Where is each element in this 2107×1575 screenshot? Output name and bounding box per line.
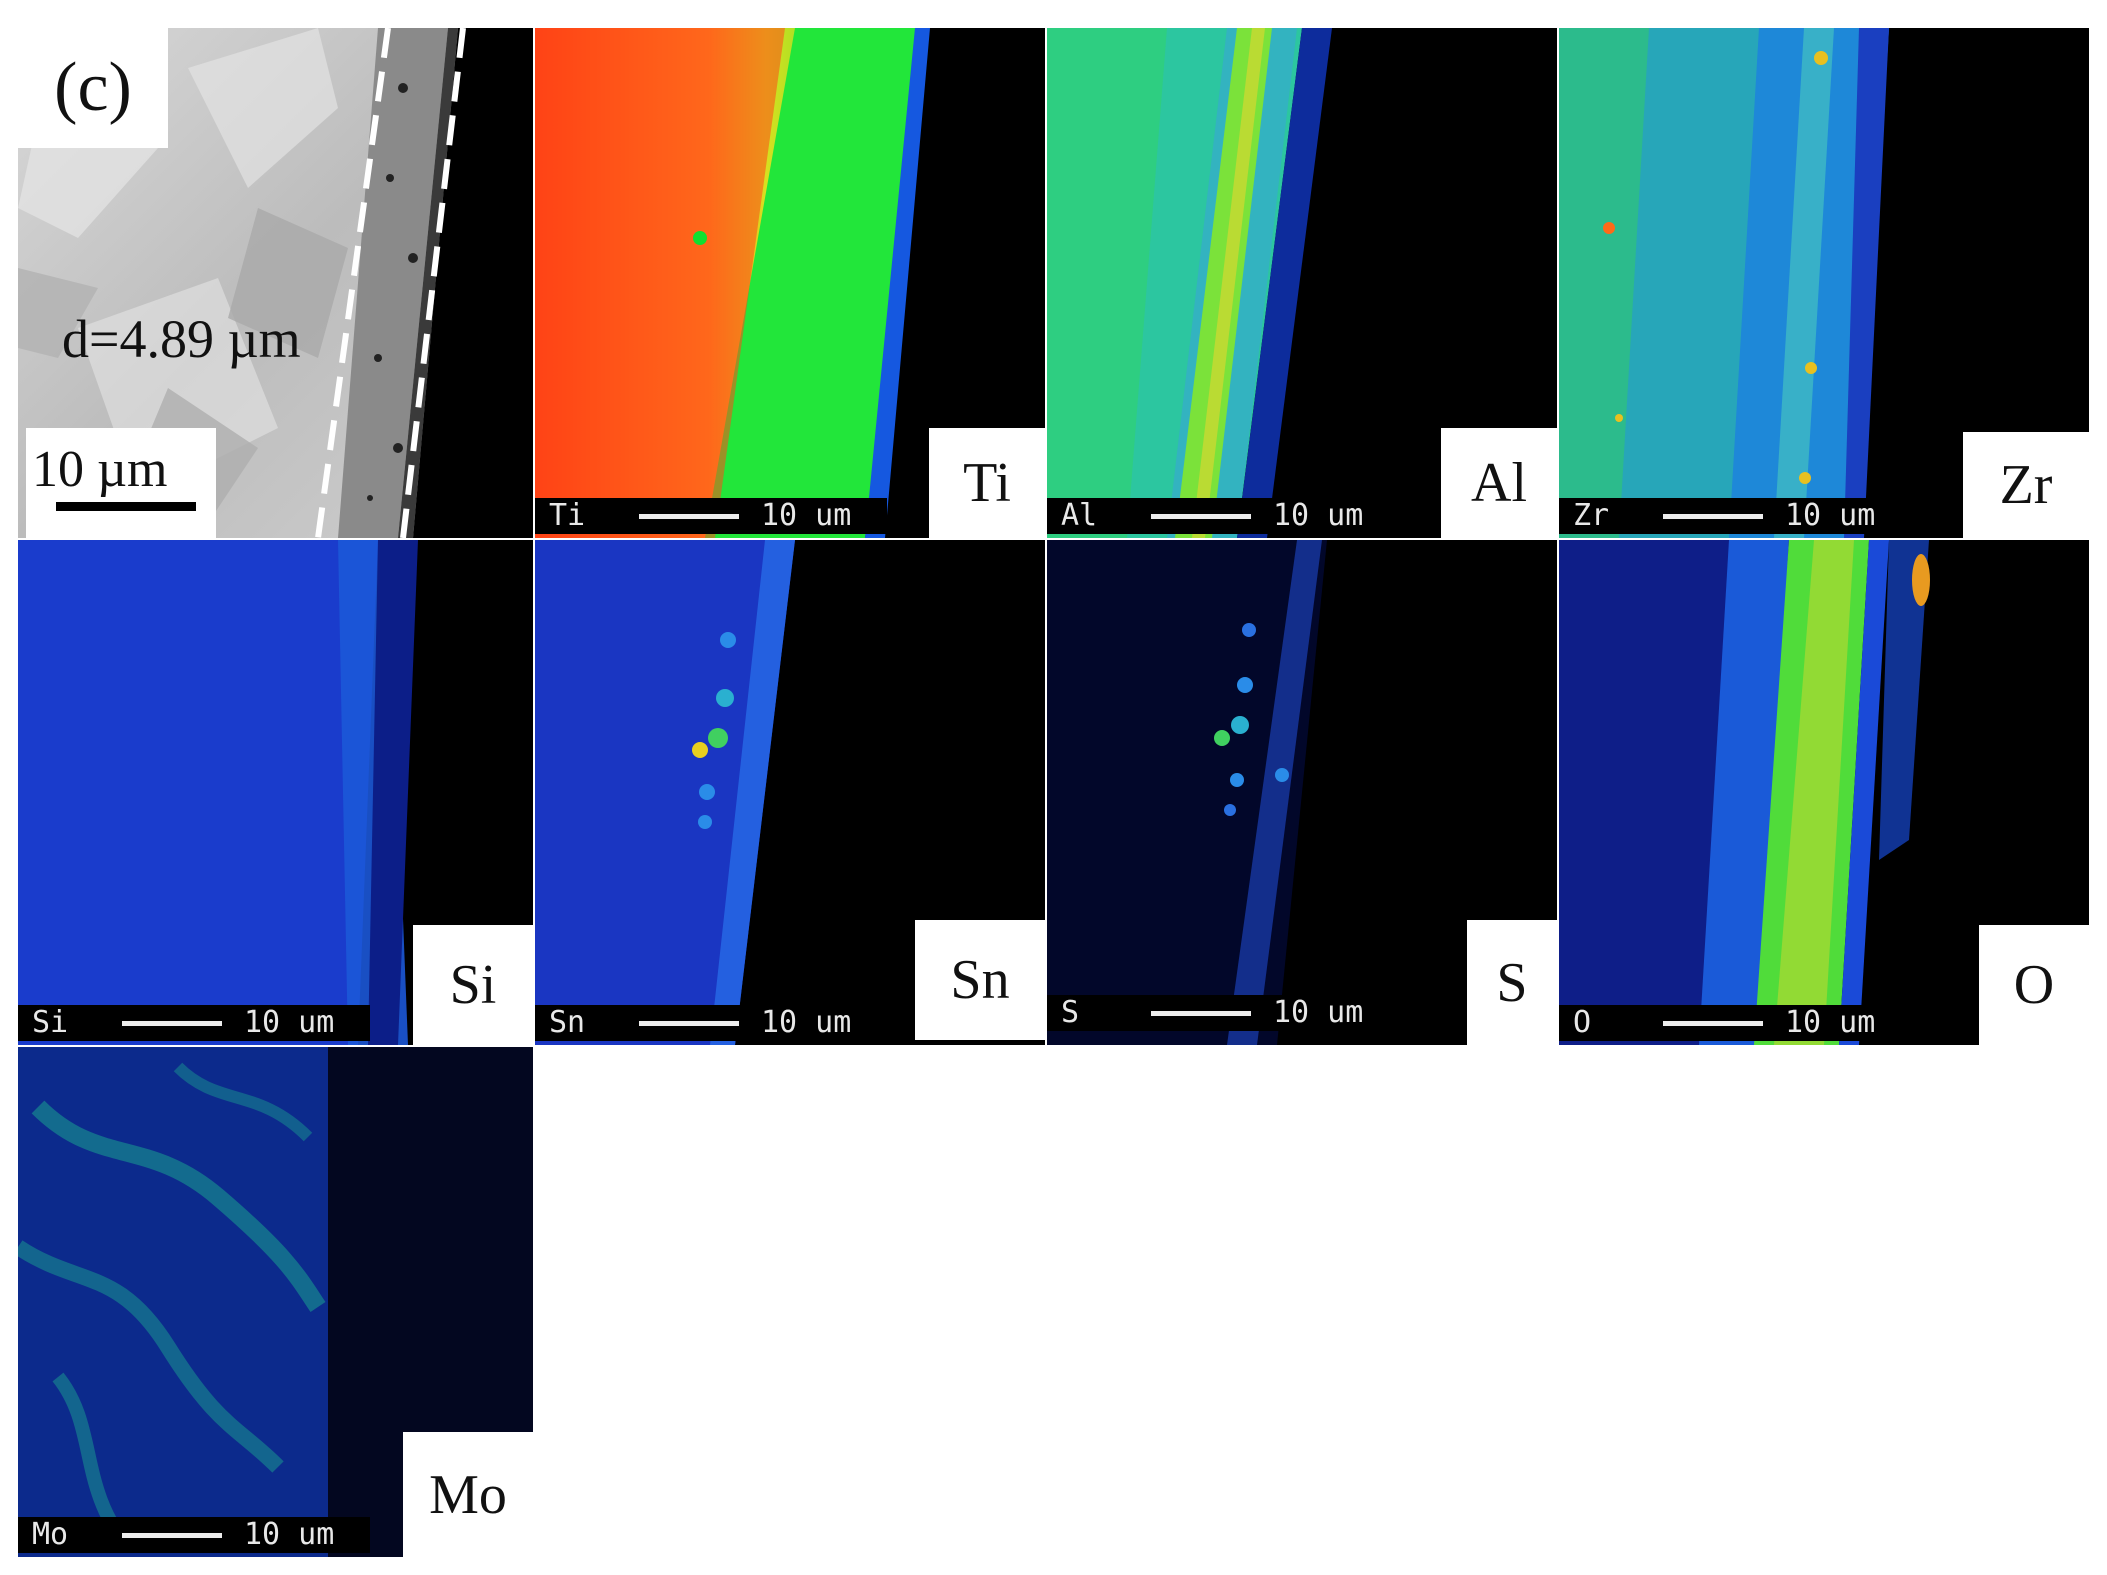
map-sn: Sn 10 um Sn (535, 540, 1045, 1045)
s-scale-bar: S 10 um (1047, 995, 1399, 1031)
thickness-label: d=4.89 µm (62, 309, 301, 369)
zr-bar-length: 10 um (1785, 498, 1876, 533)
mo-map-image (18, 1047, 533, 1557)
zr-bar-label: Zr (1573, 498, 1610, 533)
mo-bar-label: Mo (32, 1517, 69, 1552)
ti-element-label: Ti (929, 428, 1045, 538)
si-element-label: Si (413, 925, 533, 1045)
map-mo: Mo 10 um Mo (18, 1047, 533, 1557)
s-bar-length: 10 um (1273, 995, 1364, 1030)
ti-scale-bar: Ti 10 um (535, 498, 887, 534)
mo-scale-bar: Mo 10 um (18, 1517, 370, 1553)
zr-map-image (1559, 28, 2089, 538)
sn-scale-bar: Sn 10 um (535, 1005, 887, 1041)
map-o: O 10 um O (1559, 540, 2089, 1045)
sn-element-label: Sn (915, 920, 1045, 1040)
map-al: Al 10 um Al (1047, 28, 1557, 538)
al-bar-length: 10 um (1273, 498, 1364, 533)
si-bar-label: Si (32, 1005, 69, 1040)
s-element-label: S (1467, 920, 1557, 1045)
s-bar-label: S (1061, 995, 1080, 1030)
o-bar-length: 10 um (1785, 1005, 1876, 1040)
al-bar-label: Al (1061, 498, 1098, 533)
al-scale-bar: Al 10 um (1047, 498, 1399, 534)
al-element-label: Al (1441, 428, 1557, 538)
o-element-label: O (1979, 925, 2089, 1045)
zr-scale-bar: Zr 10 um (1559, 498, 1911, 534)
sem-scale-bar (26, 428, 216, 538)
map-ti: Ti 10 um Ti (535, 28, 1045, 538)
map-zr: Zr 10 um Zr (1559, 28, 2089, 538)
ti-map-image (535, 28, 1045, 538)
si-bar-length: 10 um (244, 1005, 335, 1040)
mo-bar-length: 10 um (244, 1517, 335, 1552)
sn-bar-length: 10 um (761, 1005, 852, 1040)
sem-scale-label: 10 µm (32, 441, 168, 498)
map-si: Si 10 um Si (18, 540, 533, 1045)
zr-element-label: Zr (1963, 432, 2089, 538)
ti-bar-label: Ti (549, 498, 586, 533)
sn-bar-label: Sn (549, 1005, 586, 1040)
ti-bar-length: 10 um (761, 498, 852, 533)
sem-scale-line (56, 502, 196, 511)
o-scale-bar: O 10 um (1559, 1005, 1911, 1041)
map-s: S 10 um S (1047, 540, 1557, 1045)
si-scale-bar: Si 10 um (18, 1005, 370, 1041)
o-bar-label: O (1573, 1005, 1592, 1040)
sem-cross-section-panel: (c) d=4.89 µm 10 µm (18, 28, 533, 538)
panel-letter: (c) (18, 28, 168, 148)
sem-image (18, 28, 533, 538)
mo-element-label: Mo (403, 1432, 533, 1557)
